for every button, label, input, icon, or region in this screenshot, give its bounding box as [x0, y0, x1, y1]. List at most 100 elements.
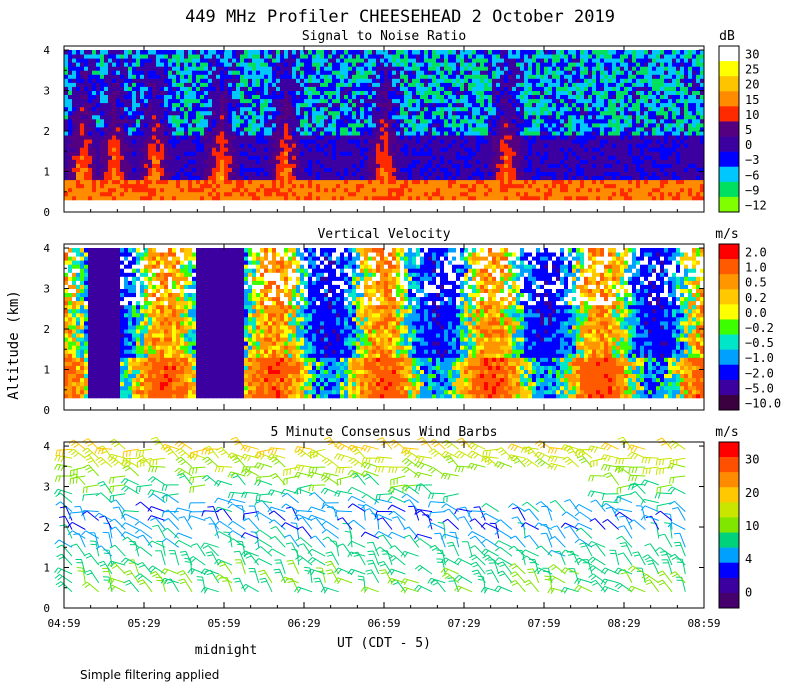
snr-cell [432, 143, 437, 148]
snr-cell [144, 195, 149, 201]
snr-cell [576, 98, 581, 104]
snr-cell [104, 163, 109, 168]
snr-cell [328, 94, 333, 100]
snr-cell [352, 143, 357, 148]
snr-cell [520, 155, 525, 160]
snr-cell [72, 94, 77, 100]
snr-cell [528, 147, 533, 152]
snr-cell [476, 147, 481, 152]
snr-cell [184, 58, 189, 63]
snr-cell [256, 70, 261, 75]
snr-cell [136, 159, 141, 164]
snr-cell [260, 179, 265, 185]
snr-cell [296, 94, 301, 100]
snr-cell [284, 187, 289, 193]
snr-cell [376, 139, 381, 144]
snr-cell [324, 118, 329, 124]
snr-cell [224, 191, 229, 197]
snr-cell [164, 163, 169, 168]
snr-cell [372, 179, 377, 185]
snr-cell [516, 94, 521, 100]
snr-cell [416, 122, 421, 128]
snr-cell [372, 86, 377, 91]
snr-cell [592, 54, 597, 59]
snr-cell [556, 171, 561, 176]
snr-cell [236, 106, 241, 112]
snr-cell [404, 90, 409, 95]
snr-cell [456, 58, 461, 63]
snr-cell [208, 179, 213, 185]
snr-cell [540, 98, 545, 104]
snr-cell [212, 86, 217, 91]
snr-cell [304, 118, 309, 124]
snr-cell [440, 62, 445, 67]
snr-cell [588, 187, 593, 193]
snr-cell [392, 50, 397, 55]
snr-cell [524, 114, 529, 120]
snr-cell [408, 118, 413, 124]
snr-cell [324, 143, 329, 148]
snr-cell [180, 62, 185, 67]
snr-cell [376, 90, 381, 95]
snr-cell [484, 183, 489, 189]
snr-cell [260, 171, 265, 176]
snr-cell [244, 66, 249, 71]
snr-cell [504, 66, 509, 71]
snr-cell [372, 50, 377, 55]
snr-cell [88, 110, 93, 116]
snr-cell [500, 163, 505, 168]
snr-cell [400, 139, 405, 144]
snr-cell [468, 70, 473, 75]
snr-cell [220, 50, 225, 55]
snr-cell [496, 163, 501, 168]
snr-cell [244, 86, 249, 91]
snr-cell [588, 155, 593, 160]
snr-cell [344, 82, 349, 87]
snr-cell [164, 195, 169, 201]
snr-cell [128, 143, 133, 148]
snr-cell [252, 50, 257, 55]
snr-cell [408, 183, 413, 189]
snr-cell [164, 54, 169, 59]
snr-cell [336, 114, 341, 120]
snr-cell [464, 102, 469, 108]
snr-cell [356, 155, 361, 160]
snr-cell [124, 78, 129, 83]
snr-cell [432, 94, 437, 100]
snr-cell [280, 110, 285, 116]
snr-cell [188, 183, 193, 189]
snr-cell [92, 131, 97, 136]
snr-cell [408, 155, 413, 160]
snr-cell [432, 147, 437, 152]
snr-cell [484, 90, 489, 95]
snr-cell [252, 147, 257, 152]
snr-cell [148, 143, 153, 148]
snr-cell [260, 58, 265, 63]
snr-cell [184, 187, 189, 193]
snr-cell [332, 82, 337, 87]
snr-cell [112, 106, 117, 112]
snr-cell [284, 151, 289, 156]
snr-cell [236, 127, 241, 132]
snr-cell [296, 155, 301, 160]
snr-cell [424, 78, 429, 83]
snr-cell [408, 74, 413, 79]
snr-cell [440, 155, 445, 160]
snr-cell [592, 179, 597, 185]
snr-cell [552, 70, 557, 75]
snr-cell [232, 98, 237, 104]
snr-cell [92, 90, 97, 95]
snr-cell [340, 70, 345, 75]
snr-cell [144, 159, 149, 164]
snr-cell [564, 86, 569, 91]
snr-cell [284, 179, 289, 185]
snr-cell [96, 183, 101, 189]
snr-cell [192, 167, 197, 172]
snr-cell [324, 82, 329, 87]
snr-cell [460, 179, 465, 185]
snr-cell [276, 183, 281, 189]
snr-cell [236, 179, 241, 185]
snr-cell [484, 74, 489, 79]
snr-cell [552, 58, 557, 63]
snr-cell [92, 118, 97, 124]
